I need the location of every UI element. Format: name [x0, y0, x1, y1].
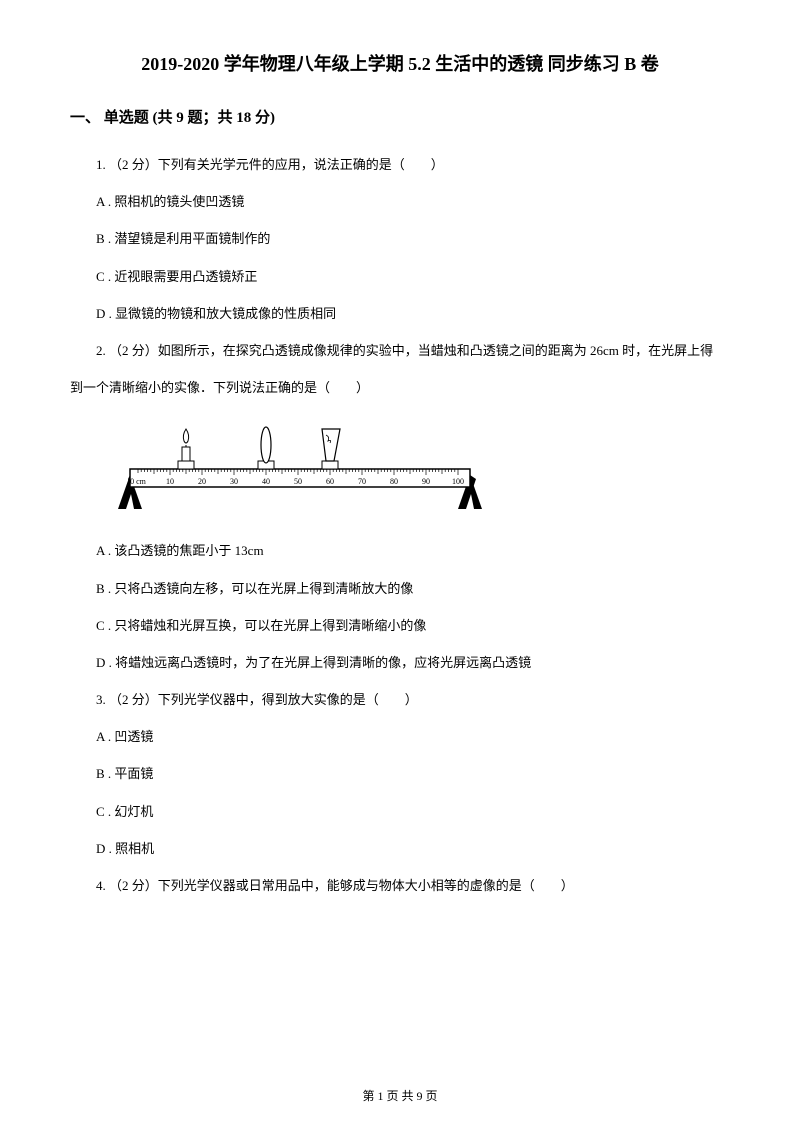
ruler-label-60: 60: [326, 477, 334, 486]
ruler-label-0: 0 cm: [130, 477, 147, 486]
q1-option-a: A . 照相机的镜头使凹透镜: [70, 186, 730, 217]
ruler-label-10: 10: [166, 477, 174, 486]
q1-option-d: D . 显微镜的物镜和放大镜成像的性质相同: [70, 298, 730, 329]
ruler-label-20: 20: [198, 477, 206, 486]
ruler-label-50: 50: [294, 477, 302, 486]
q2-option-a: A . 该凸透镜的焦距小于 13cm: [70, 535, 730, 566]
q2-stem-line2: 到一个清晰缩小的实像．下列说法正确的是（ ）: [70, 372, 730, 403]
ruler-label-90: 90: [422, 477, 430, 486]
q3-option-b: B . 平面镜: [70, 758, 730, 789]
q2-stem-line1: 2. （2 分）如图所示，在探究凸透镜成像规律的实验中，当蜡烛和凸透镜之间的距离…: [70, 335, 730, 366]
q2-option-c: C . 只将蜡烛和光屏互换，可以在光屏上得到清晰缩小的像: [70, 610, 730, 641]
screen-icon: [322, 429, 340, 469]
q3-stem: 3. （2 分）下列光学仪器中，得到放大实像的是（ ）: [70, 684, 730, 715]
lens-icon: [258, 427, 274, 469]
q1-option-b: B . 潜望镜是利用平面镜制作的: [70, 223, 730, 254]
ruler-label-30: 30: [230, 477, 238, 486]
q4-stem: 4. （2 分）下列光学仪器或日常用品中，能够成与物体大小相等的虚像的是（ ）: [70, 870, 730, 901]
ruler-label-70: 70: [358, 477, 366, 486]
ruler-label-100: 100: [452, 477, 464, 486]
candle-icon: [178, 429, 194, 469]
q1-stem: 1. （2 分）下列有关光学元件的应用，说法正确的是（ ）: [70, 149, 730, 180]
q3-option-a: A . 凹透镜: [70, 721, 730, 752]
ruler-label-80: 80: [390, 477, 398, 486]
optical-bench-diagram: 0 cm 10 20 30 40 50 60 70 80 90 100: [110, 417, 490, 517]
q2-option-d: D . 将蜡烛远离凸透镜时，为了在光屏上得到清晰的像，应将光屏远离凸透镜: [70, 647, 730, 678]
page-title: 2019-2020 学年物理八年级上学期 5.2 生活中的透镜 同步练习 B 卷: [70, 50, 730, 76]
section-header: 一、 单选题 (共 9 题；共 18 分): [70, 106, 730, 127]
ruler-label-40: 40: [262, 477, 270, 486]
page-footer: 第 1 页 共 9 页: [0, 1087, 800, 1104]
q1-option-c: C . 近视眼需要用凸透镜矫正: [70, 261, 730, 292]
q3-option-d: D . 照相机: [70, 833, 730, 864]
q3-option-c: C . 幻灯机: [70, 796, 730, 827]
q2-option-b: B . 只将凸透镜向左移，可以在光屏上得到清晰放大的像: [70, 573, 730, 604]
